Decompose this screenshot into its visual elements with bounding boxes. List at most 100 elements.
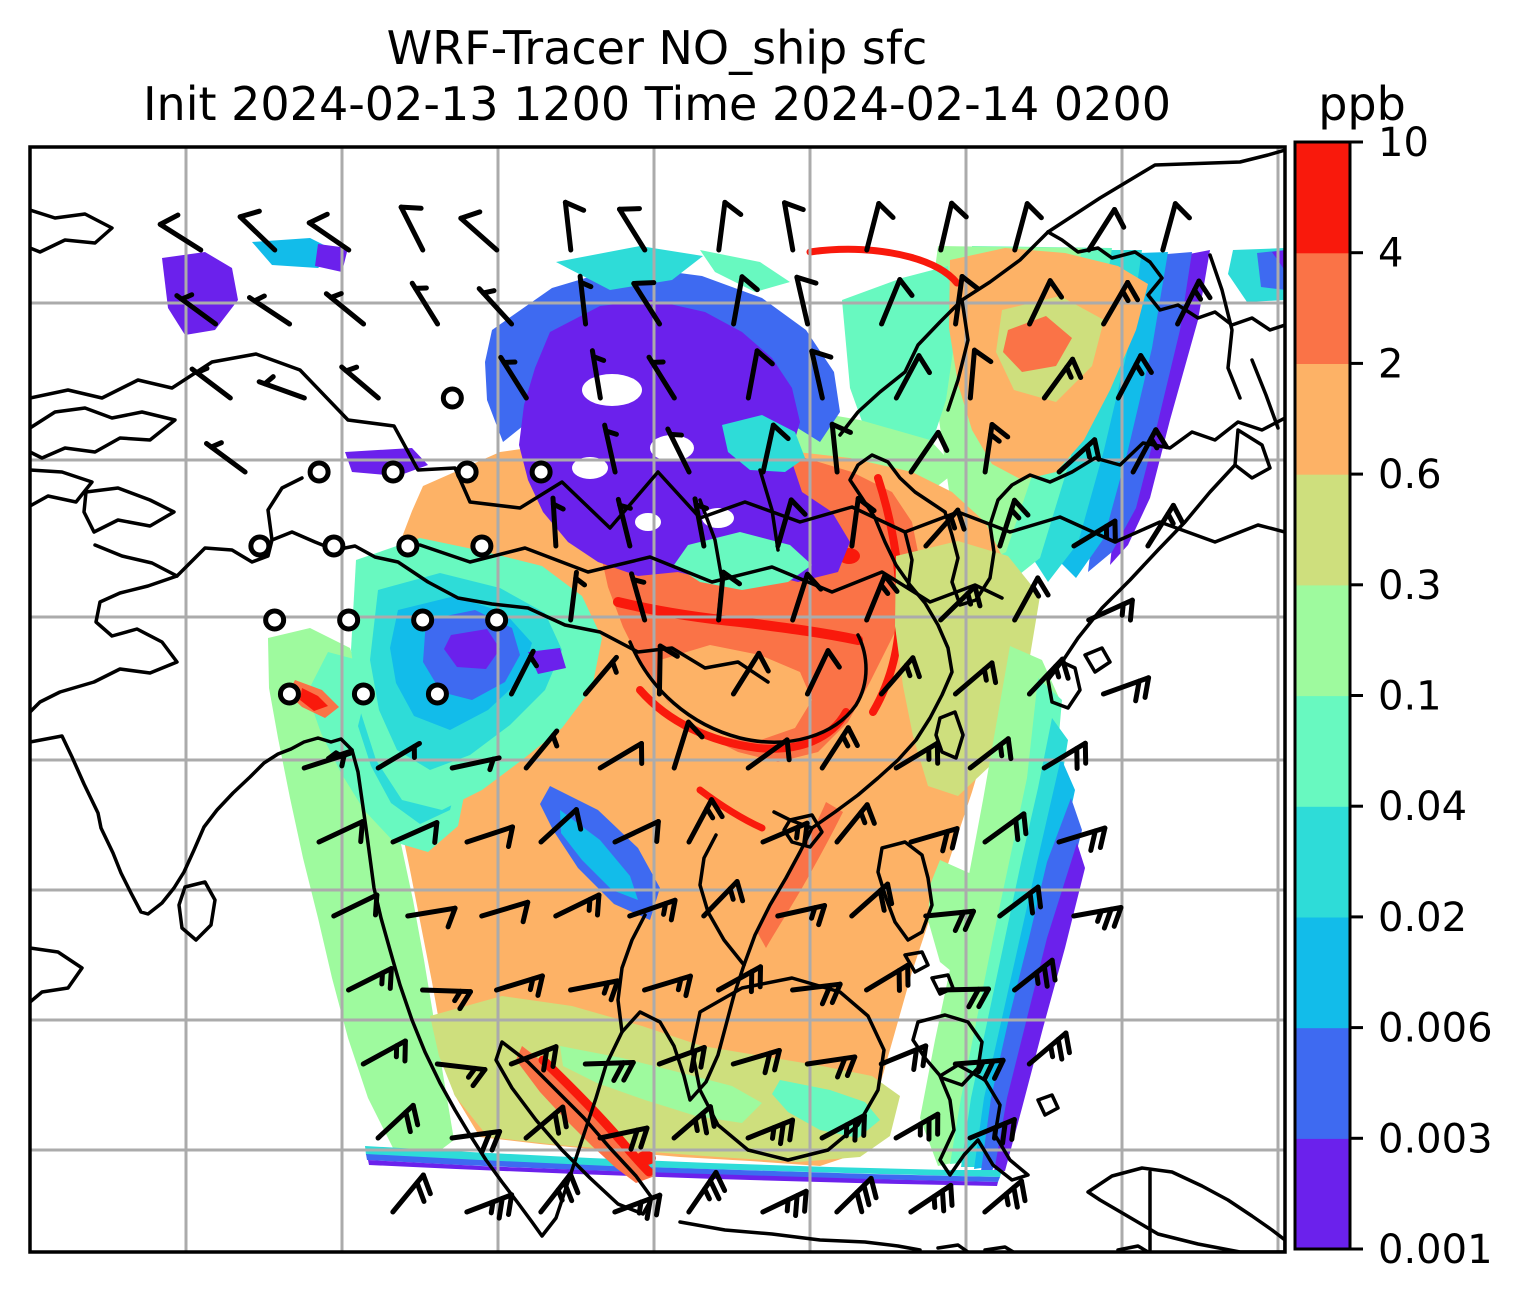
wind-barb-full-tick	[563, 1107, 567, 1127]
wind-barb-staff	[659, 646, 660, 694]
wind-barb-half-tick	[1087, 446, 1089, 457]
wind-barb-staff	[719, 202, 725, 250]
wind-barb-full-tick	[553, 1047, 556, 1067]
wind-barb-full-tick	[692, 1051, 695, 1071]
wind-barb-staff	[423, 990, 471, 992]
wind-barb-half-tick	[934, 1196, 935, 1207]
wind-barb-staff	[565, 202, 570, 250]
coastline-path	[268, 478, 302, 540]
wind-barb-half-tick	[211, 443, 221, 447]
wind-barb-full-tick	[857, 1192, 862, 1211]
wind-barb-staff	[585, 1062, 633, 1064]
wind-barb-full-tick	[992, 663, 996, 683]
wind-barb-full-tick	[423, 1175, 430, 1194]
wind-barb-staff	[401, 207, 423, 250]
calm-station-circle	[458, 463, 476, 481]
wind-barb-full-tick	[401, 207, 421, 208]
figure-title-line2: Init 2024-02-13 1200 Time 2024-02-14 020…	[143, 77, 1171, 131]
wind-barb-half-tick	[342, 755, 344, 766]
coastline-path	[30, 545, 177, 712]
wind-barb-full-tick	[361, 822, 363, 842]
colorbar-tick-label: 0.001	[1378, 1227, 1493, 1273]
wind-barb-half-tick	[255, 296, 265, 301]
colorbar-tick-label: 0.006	[1378, 1006, 1493, 1052]
wind-barb-staff	[797, 277, 808, 324]
wind-barb-full-tick	[1014, 1187, 1018, 1207]
wind-barb-full-tick	[1062, 659, 1068, 678]
wind-barb-full-tick	[597, 895, 598, 915]
wind-barb-half-tick	[1122, 604, 1123, 615]
wind-barb-full-tick	[1003, 1123, 1006, 1143]
calm-station-circle	[414, 611, 432, 629]
wind-barb-full-tick	[390, 968, 391, 988]
colorbar-tick-label: 10	[1378, 120, 1429, 166]
wind-barb-full-tick	[710, 1181, 719, 1199]
wind-barb-half-tick	[772, 1128, 774, 1139]
calm-station-circle	[340, 611, 358, 629]
wind-barb-half-tick	[968, 593, 971, 604]
wind-barb-full-tick	[657, 822, 659, 842]
wind-barb-full-tick	[923, 1046, 926, 1066]
wind-barb-staff	[160, 224, 201, 250]
wind-barb-half-tick	[265, 377, 273, 384]
wind-barb-full-tick	[864, 1185, 869, 1204]
colorbar-tick-label: 0.003	[1378, 1116, 1493, 1162]
wind-barb-full-tick	[1027, 204, 1041, 218]
calm-station-circle	[280, 685, 298, 703]
colorbar-tick-label: 0.3	[1378, 563, 1442, 609]
wind-barb-full-tick	[564, 1182, 571, 1201]
colorbar-segment	[1295, 363, 1350, 474]
figure-title-line1: WRF-Tracer NO_ship sfc	[387, 21, 928, 75]
wind-barb-full-tick	[855, 1120, 856, 1140]
calm-station-circle	[473, 537, 491, 555]
field-blob-white	[635, 513, 661, 531]
colorbar-segment	[1295, 806, 1350, 917]
wind-barb-staff	[467, 1195, 512, 1212]
field-blob-violet	[162, 252, 238, 335]
coastline-path	[1252, 360, 1278, 428]
wind-barb-half-tick	[606, 431, 616, 434]
wind-barb-full-tick	[780, 1124, 783, 1144]
wind-barb-half-tick	[1036, 973, 1038, 984]
wind-barb-half-tick	[1000, 745, 1001, 756]
wind-barb-full-tick	[1173, 505, 1182, 523]
wind-barb-full-tick	[1044, 966, 1047, 986]
wind-barb-full-tick	[160, 215, 178, 224]
wind-barb-full-tick	[509, 1195, 512, 1215]
wind-barb-half-tick	[639, 1202, 641, 1213]
wind-barb-half-tick	[613, 662, 617, 672]
calm-station-circle	[443, 389, 461, 407]
calm-station-circle	[532, 463, 550, 481]
wind-barb-staff	[619, 209, 644, 250]
wind-barb-half-tick	[797, 827, 798, 838]
wind-barb-staff	[941, 989, 989, 990]
wind-barb-half-tick	[670, 434, 681, 435]
wind-barb-staff	[1089, 209, 1115, 250]
wind-barb-full-tick	[499, 1198, 502, 1218]
wind-barb-full-tick	[1038, 887, 1040, 907]
wind-barb-full-tick	[544, 1050, 547, 1070]
wind-barb-half-tick	[1098, 911, 1102, 921]
wind-barb-full-tick	[1136, 681, 1140, 701]
wind-barb-full-tick	[1012, 1120, 1015, 1140]
colorbar-tick-label: 4	[1378, 231, 1403, 277]
wind-barb-full-tick	[942, 1191, 943, 1211]
wind-barb-full-tick	[790, 1120, 793, 1140]
wind-barb-half-tick	[1051, 1046, 1053, 1057]
wind-barb-half-tick	[787, 1200, 788, 1211]
wind-barb-half-tick	[664, 904, 666, 915]
wind-barb-full-tick	[796, 1196, 798, 1216]
wind-barb-full-tick	[1175, 204, 1189, 218]
wind-barb-half-tick	[1056, 666, 1059, 677]
wind-barb-half-tick	[730, 889, 733, 900]
coastline-path	[30, 948, 82, 1002]
wind-barb-half-tick	[346, 367, 356, 371]
colorbar-tick-label: 0.1	[1378, 674, 1442, 720]
calm-station-circle	[325, 537, 343, 555]
wind-barb-half-tick	[589, 899, 590, 910]
wind-barb-half-tick	[695, 1120, 697, 1131]
wind-barb-staff	[941, 203, 952, 250]
calm-station-circle	[266, 611, 284, 629]
calm-station-circle	[310, 463, 328, 481]
wind-barb-staff	[461, 218, 497, 250]
